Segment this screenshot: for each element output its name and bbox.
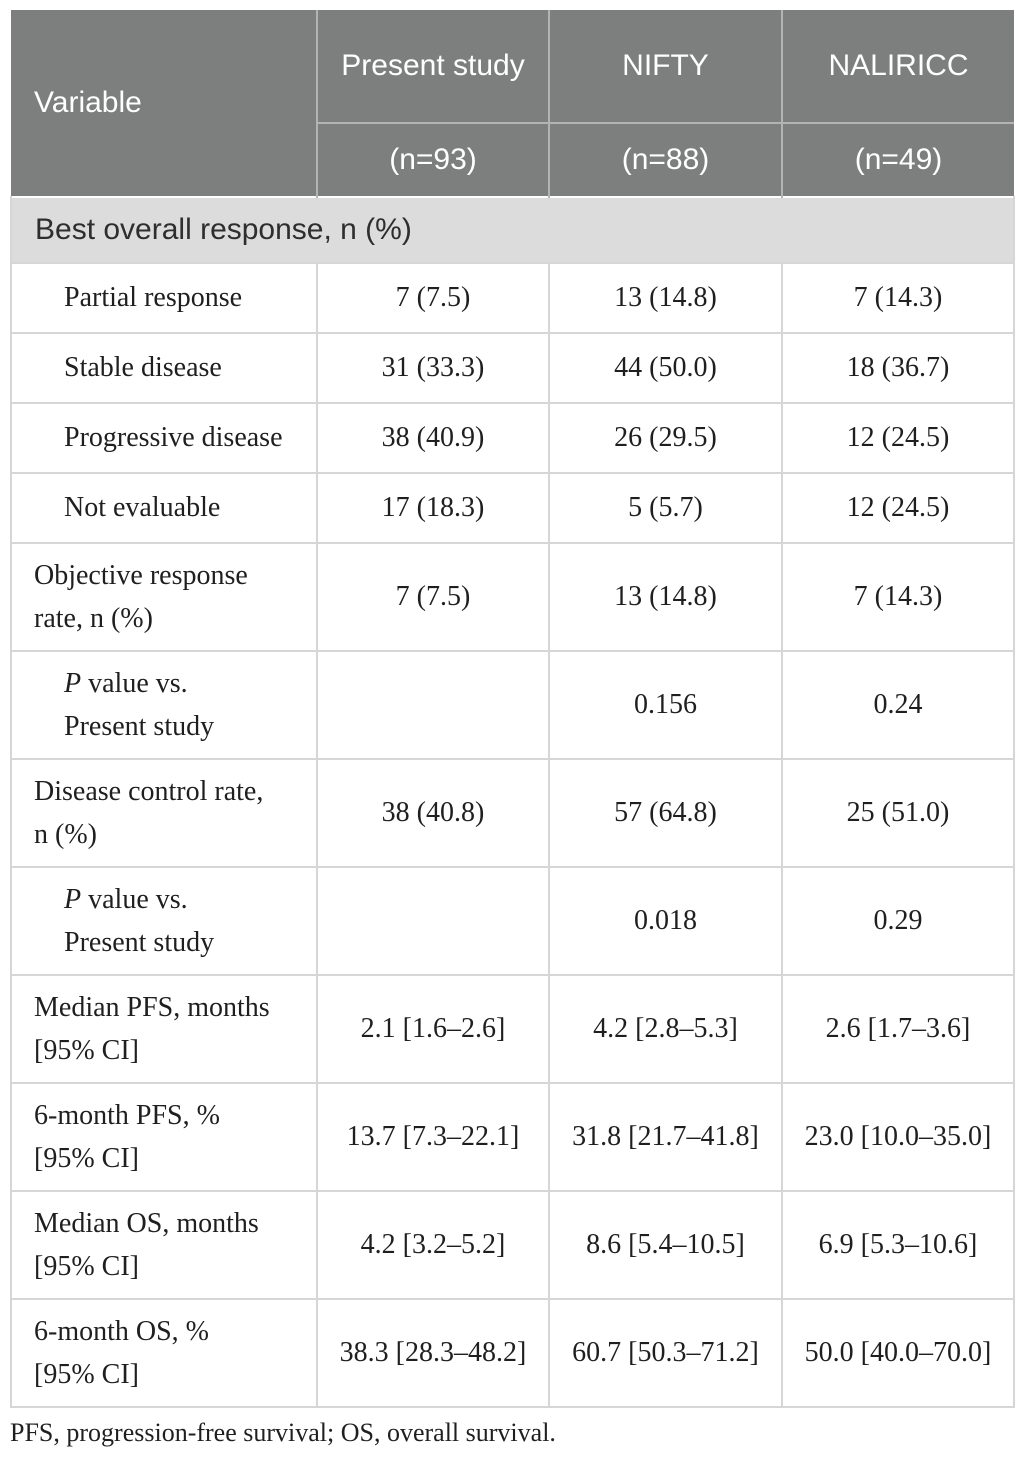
cell-value: 26 (29.5) [548,402,783,474]
row-label: 6-month OS, % [95% CI] [10,1298,318,1408]
row-label: P value vs. Present study [10,866,318,976]
row-median-os: Median OS, months [95% CI] 4.2 [3.2–5.2]… [10,1190,1015,1300]
row-label: Disease control rate, n (%) [10,758,318,868]
row-6-month-pfs: 6-month PFS, % [95% CI] 13.7 [7.3–22.1] … [10,1082,1015,1192]
row-progressive-disease: Progressive disease 38 (40.9) 26 (29.5) … [10,402,1015,474]
section-row-best-overall-response: Best overall response, n (%) [10,196,1015,264]
header-cell-nifty: NIFTY [548,10,782,124]
row-label: Progressive disease [10,402,318,474]
cell-value: 2.6 [1.7–3.6] [781,974,1015,1084]
cell-value: 8.6 [5.4–10.5] [548,1190,783,1300]
cell-value [316,650,550,760]
row-partial-response: Partial response 7 (7.5) 13 (14.8) 7 (14… [10,262,1015,334]
cell-value: 31 (33.3) [316,332,550,404]
row-label: Median OS, months [95% CI] [10,1190,318,1300]
cell-value: 50.0 [40.0–70.0] [781,1298,1015,1408]
cell-value: 31.8 [21.7–41.8] [548,1082,783,1192]
header-cell-naliricc: NALIRICC [781,10,1014,124]
row-label: Stable disease [10,332,318,404]
cell-value: 0.29 [781,866,1015,976]
row-label: Partial response [10,262,318,334]
row-label: Median PFS, months [95% CI] [10,974,318,1084]
cell-value: 12 (24.5) [781,402,1015,474]
cell-value: 57 (64.8) [548,758,783,868]
cell-value: 60.7 [50.3–71.2] [548,1298,783,1408]
table-header: Variable Present study NIFTY NALIRICC (n… [11,10,1014,197]
cell-value: 38.3 [28.3–48.2] [316,1298,550,1408]
cell-value: 18 (36.7) [781,332,1015,404]
table-footnote: PFS, progression-free survival; OS, over… [10,1418,556,1447]
row-disease-control-rate: Disease control rate, n (%) 38 (40.8) 57… [10,758,1015,868]
row-not-evaluable: Not evaluable 17 (18.3) 5 (5.7) 12 (24.5… [10,472,1015,544]
cell-value: 44 (50.0) [548,332,783,404]
cell-value: 0.156 [548,650,783,760]
cell-value: 7 (14.3) [781,542,1015,652]
header-cell-naliricc-n: (n=49) [781,123,1014,197]
row-objective-response-rate: Objective response rate, n (%) 7 (7.5) 1… [10,542,1015,652]
cell-value: 23.0 [10.0–35.0] [781,1082,1015,1192]
cell-value: 13.7 [7.3–22.1] [316,1082,550,1192]
row-label: Objective response rate, n (%) [10,542,318,652]
row-p-value-orr: P value vs. Present study 0.156 0.24 [10,650,1015,760]
header-cell-variable: Variable [11,10,318,197]
cell-value [316,866,550,976]
cell-value: 4.2 [3.2–5.2] [316,1190,550,1300]
cell-value: 13 (14.8) [548,542,783,652]
cell-value: 38 (40.9) [316,402,550,474]
cell-value: 7 (7.5) [316,262,550,334]
cell-value: 6.9 [5.3–10.6] [781,1190,1015,1300]
header-cell-present-study-n: (n=93) [316,123,549,197]
cell-value: 17 (18.3) [316,472,550,544]
header-cell-present-study: Present study [316,10,549,124]
row-label: 6-month PFS, % [95% CI] [10,1082,318,1192]
row-label: P value vs. Present study [10,650,318,760]
cell-value: 12 (24.5) [781,472,1015,544]
cell-value: 0.018 [548,866,783,976]
cell-value: 38 (40.8) [316,758,550,868]
row-p-value-dcr: P value vs. Present study 0.018 0.29 [10,866,1015,976]
section-header-label: Best overall response, n (%) [10,196,1015,264]
row-label: Not evaluable [10,472,318,544]
cell-value: 5 (5.7) [548,472,783,544]
cell-value: 7 (7.5) [316,542,550,652]
row-stable-disease: Stable disease 31 (33.3) 44 (50.0) 18 (3… [10,332,1015,404]
cell-value: 25 (51.0) [781,758,1015,868]
comparison-table: Variable Present study NIFTY NALIRICC (n… [10,10,1015,1408]
row-median-pfs: Median PFS, months [95% CI] 2.1 [1.6–2.6… [10,974,1015,1084]
cell-value: 2.1 [1.6–2.6] [316,974,550,1084]
cell-value: 0.24 [781,650,1015,760]
cell-value: 4.2 [2.8–5.3] [548,974,783,1084]
cell-value: 7 (14.3) [781,262,1015,334]
header-cell-nifty-n: (n=88) [548,123,782,197]
cell-value: 13 (14.8) [548,262,783,334]
row-6-month-os: 6-month OS, % [95% CI] 38.3 [28.3–48.2] … [10,1298,1015,1408]
